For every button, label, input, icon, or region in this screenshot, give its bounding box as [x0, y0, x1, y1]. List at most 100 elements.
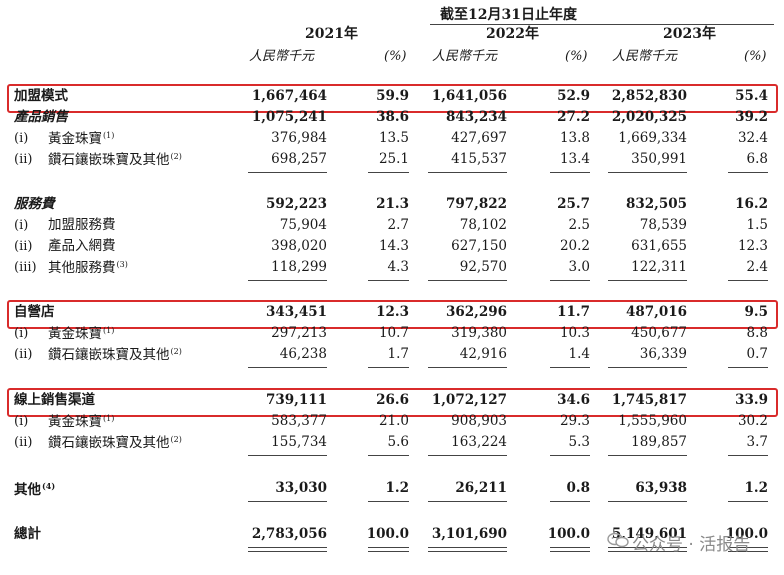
row-4-value-6: 6.8: [746, 151, 768, 167]
row-4-label-text: 鑽石鑲嵌珠寶及其他: [48, 152, 170, 168]
row-15-value-1: 33,030: [275, 480, 327, 496]
row-2-value-5: 2,020,325: [611, 109, 687, 125]
row-10-label-text: 黃金珠寶: [48, 326, 102, 342]
row-15-underline-6: [728, 501, 768, 502]
period-heading: 截至12月31日止年度: [440, 7, 577, 23]
row-4-value-5: 350,991: [631, 151, 687, 167]
row-14-underline-1: [248, 455, 327, 456]
row-7-index: (ii): [14, 239, 33, 254]
row-7-value-1: 398,020: [271, 238, 327, 254]
row-8-underline-4: [550, 280, 590, 281]
row-12-value-6: 33.9: [735, 392, 768, 408]
row-3-value-3: 427,697: [451, 130, 507, 146]
row-10-index: (i): [14, 326, 29, 341]
row-10-value-5: 450,677: [631, 325, 687, 341]
row-14-value-6: 3.7: [746, 434, 768, 450]
row-10-value-4: 10.3: [559, 325, 590, 341]
row-4-value-3: 415,537: [451, 151, 507, 167]
row-5-value-2: 21.3: [376, 196, 409, 212]
row-10-label: 黃金珠寶(1): [48, 327, 114, 342]
row-8-value-3: 92,570: [459, 259, 507, 275]
row-3-value-4: 13.8: [559, 130, 590, 146]
row-14-underline-6: [728, 455, 768, 456]
row-1-label-text: 加盟模式: [14, 88, 68, 104]
row-9-value-1: 343,451: [265, 304, 327, 320]
row-13-value-5: 1,555,960: [618, 413, 687, 429]
row-16-label: 總計: [14, 527, 41, 542]
row-9-value-6: 9.5: [744, 304, 769, 320]
row-2-value-6: 39.2: [735, 109, 768, 125]
row-13-index: (i): [14, 414, 29, 429]
row-5-value-1: 592,223: [265, 196, 327, 212]
row-15-underline-5: [608, 501, 687, 502]
row-10-footnote-marker: (1): [103, 326, 115, 335]
row-1-value-4: 52.9: [557, 88, 590, 104]
row-10-value-1: 297,213: [271, 325, 327, 341]
row-6-value-1: 75,904: [279, 217, 327, 233]
row-4-underline-3: [428, 172, 507, 173]
unit-label-2021: 人民幣千元: [249, 49, 315, 64]
row-3-value-2: 13.5: [378, 130, 409, 146]
row-6-value-2: 2.7: [387, 217, 409, 233]
row-11-index: (ii): [14, 347, 33, 362]
row-16-value-2: 100.0: [366, 526, 409, 542]
row-13-label-text: 黃金珠寶: [48, 414, 102, 430]
row-11-value-5: 36,339: [639, 346, 687, 362]
row-8-underline-1: [248, 280, 327, 281]
row-6-index: (i): [14, 218, 29, 233]
row-2-value-3: 843,234: [445, 109, 507, 125]
row-3-index: (i): [14, 131, 29, 146]
row-11-footnote-marker: (2): [170, 347, 182, 356]
row-4-label: 鑽石鑲嵌珠寶及其他(2): [48, 153, 182, 168]
row-13-value-6: 30.2: [737, 413, 768, 429]
row-16-double-rule-5: [608, 547, 687, 552]
row-11-underline-5: [608, 367, 687, 368]
row-9-highlight-box: [7, 300, 778, 329]
row-8-underline-6: [728, 280, 768, 281]
row-8-label: 其他服務費(3): [48, 261, 128, 276]
year-2021: 2021年: [305, 26, 358, 42]
row-5-label-text: 服務費: [14, 196, 55, 212]
row-12-value-1: 739,111: [265, 392, 327, 408]
row-4-value-2: 25.1: [378, 151, 409, 167]
row-12-label: 線上銷售渠道: [14, 392, 95, 408]
row-12-highlight-box: [7, 388, 778, 417]
row-3-label: 黃金珠寶(1): [48, 132, 114, 147]
row-16-value-5: 5,149,601: [611, 526, 687, 542]
row-5-value-4: 25.7: [557, 196, 590, 212]
row-6-value-6: 1.5: [746, 217, 768, 233]
row-4-underline-2: [368, 172, 409, 173]
row-1-value-1: 1,667,464: [251, 88, 327, 104]
row-8-underline-2: [368, 280, 409, 281]
row-15-value-3: 26,211: [455, 480, 507, 496]
row-14-index: (ii): [14, 435, 33, 450]
row-6-value-3: 78,102: [459, 217, 507, 233]
row-10-value-6: 8.8: [746, 325, 768, 341]
row-8-underline-5: [608, 280, 687, 281]
row-14-underline-3: [428, 455, 507, 456]
row-4-value-4: 13.4: [559, 151, 590, 167]
row-13-footnote-marker: (1): [103, 414, 115, 423]
watermark-text: 公众号 · 活报告: [632, 535, 751, 555]
row-11-underline-4: [550, 367, 590, 368]
row-15-underline-1: [248, 501, 327, 502]
row-8-label-text: 其他服務費: [48, 260, 116, 276]
row-15-value-2: 1.2: [385, 480, 410, 496]
row-16-double-rule-6: [728, 547, 768, 552]
row-1-value-6: 55.4: [735, 88, 768, 104]
row-3-footnote-marker: (1): [103, 131, 115, 140]
row-13-value-4: 29.3: [559, 413, 590, 429]
row-15-underline-4: [550, 501, 590, 502]
row-10-value-3: 319,380: [451, 325, 507, 341]
row-9-label-text: 自營店: [14, 304, 55, 320]
row-5-value-5: 832,505: [625, 196, 687, 212]
row-12-label-text: 線上銷售渠道: [14, 392, 95, 408]
row-9-value-4: 11.7: [557, 304, 590, 320]
row-16-value-3: 3,101,690: [431, 526, 507, 542]
row-4-underline-4: [550, 172, 590, 173]
row-16-double-rule-4: [550, 547, 590, 552]
wechat-icon: [607, 532, 629, 548]
row-1-value-5: 2,852,830: [611, 88, 687, 104]
row-8-underline-3: [428, 280, 507, 281]
row-11-underline-2: [368, 367, 409, 368]
